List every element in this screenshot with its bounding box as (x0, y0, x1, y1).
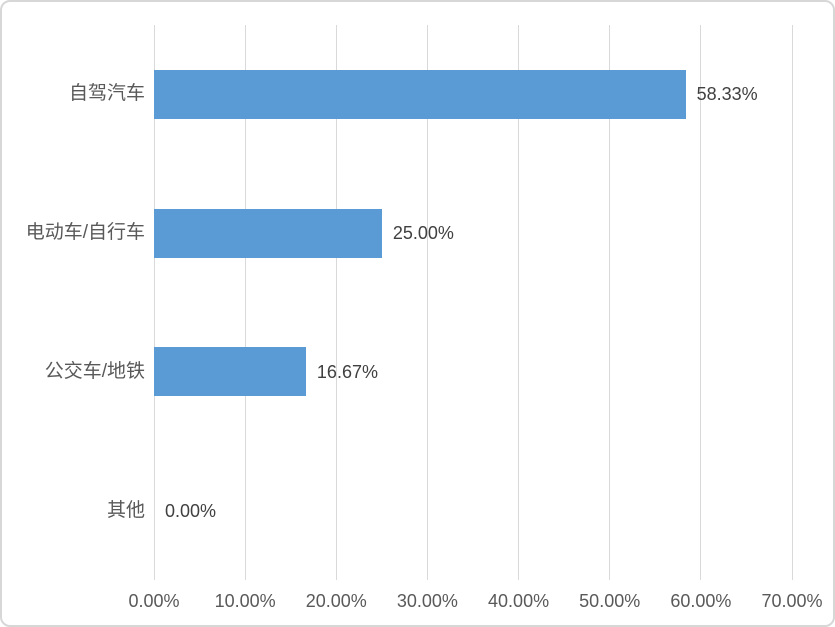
plot-area: 58.33% 25.00% 16.67% 0.00% (153, 25, 793, 580)
gridline (244, 25, 246, 580)
category-label: 公交车/地铁 (44, 360, 145, 382)
category-label: 其他 (106, 499, 145, 521)
gridline (153, 25, 155, 580)
bar-value-label: 16.67% (316, 361, 378, 382)
bar (154, 347, 306, 397)
value-axis: 0.00% 10.00% 20.00% 30.00% 40.00% 50.00% 60.00… (128, 590, 822, 616)
gridline (335, 25, 337, 580)
category-label: 电动车/自行车 (25, 222, 145, 244)
bar-value-label: 25.00% (392, 223, 454, 244)
x-tick-label: 0.00% (128, 591, 180, 611)
bar (154, 69, 686, 119)
x-tick-label: 50.00% (579, 591, 641, 611)
gridline (791, 25, 793, 580)
category-label: 自驾汽车 (68, 83, 145, 105)
x-tick-label: 40.00% (488, 591, 550, 611)
x-tick-label: 60.00% (670, 591, 732, 611)
x-tick-label: 20.00% (305, 591, 367, 611)
gridline (518, 25, 520, 580)
gridline (700, 25, 702, 580)
gridline (426, 25, 428, 580)
x-tick-label: 30.00% (396, 591, 458, 611)
bar-value-label: 58.33% (696, 84, 758, 105)
x-tick-label: 10.00% (214, 591, 276, 611)
x-tick-label: 70.00% (761, 591, 823, 611)
gridline (609, 25, 611, 580)
category-axis: 自驾汽车电动车/自行车公交车/地铁其他 (2, 25, 145, 580)
bar-value-label: 0.00% (165, 500, 217, 521)
bar (154, 208, 382, 258)
